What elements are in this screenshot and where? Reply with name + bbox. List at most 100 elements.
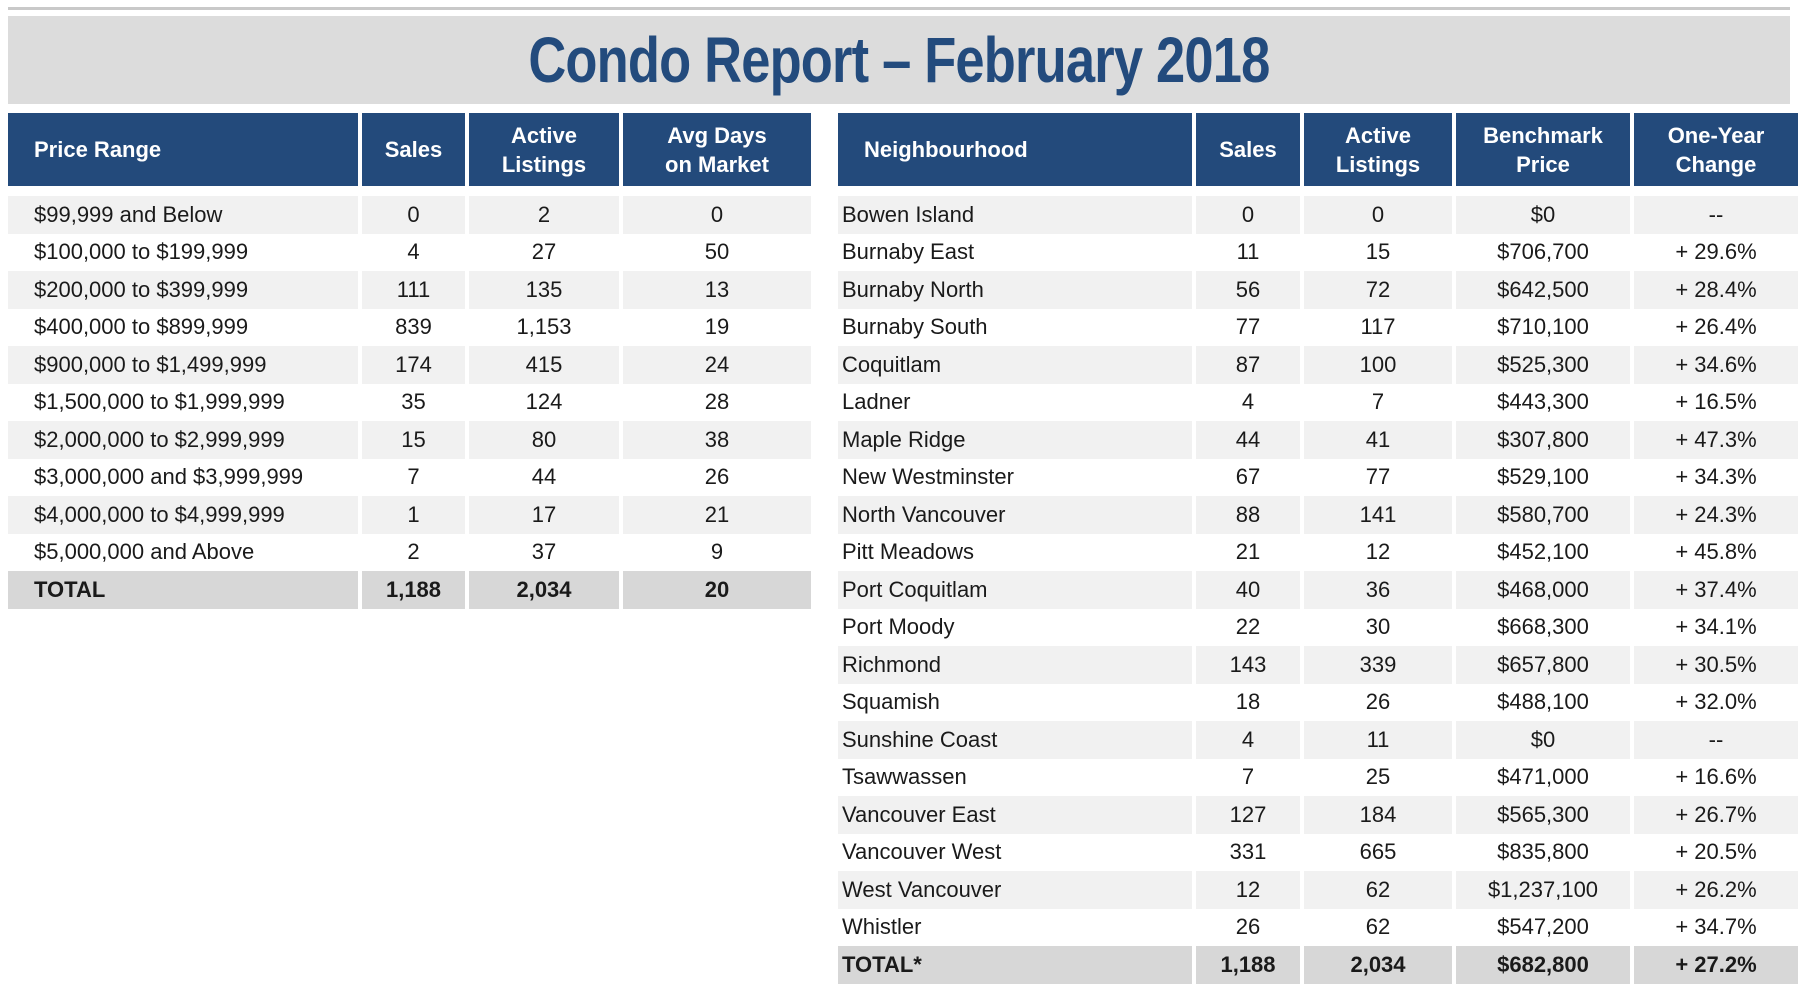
total-sales-cell: 1,188 xyxy=(362,571,469,609)
active-listings-cell: 141 xyxy=(1304,496,1456,534)
sales-cell: 22 xyxy=(1196,608,1304,646)
one-year-change-cell: + 20.5% xyxy=(1634,833,1798,871)
active-listings-cell: 25 xyxy=(1304,758,1456,796)
active-listings-cell: 17 xyxy=(469,496,623,534)
one-year-change-cell: -- xyxy=(1634,196,1798,234)
neighbourhood-cell: Port Coquitlam xyxy=(838,571,1196,609)
benchmark-price-cell: $525,300 xyxy=(1456,346,1634,384)
table-row: Richmond 143 339 $657,800 + 30.5% xyxy=(838,646,1798,684)
sales-cell: 40 xyxy=(1196,571,1304,609)
header-sales: Sales xyxy=(362,113,469,186)
benchmark-price-cell: $835,800 xyxy=(1456,833,1634,871)
active-listings-cell: 12 xyxy=(1304,533,1456,571)
neighbourhood-cell: Richmond xyxy=(838,646,1196,684)
avg-days-cell: 9 xyxy=(623,533,811,571)
benchmark-price-cell: $547,200 xyxy=(1456,908,1634,946)
one-year-change-cell: + 26.2% xyxy=(1634,871,1798,909)
one-year-change-cell: + 34.7% xyxy=(1634,908,1798,946)
one-year-change-cell: + 16.6% xyxy=(1634,758,1798,796)
neighbourhood-cell: Whistler xyxy=(838,908,1196,946)
table-row: $2,000,000 to $2,999,999 15 80 38 xyxy=(8,421,811,459)
neighbourhood-cell: New Westminster xyxy=(838,458,1196,496)
sales-cell: 111 xyxy=(362,271,469,309)
total-row: TOTAL 1,188 2,034 20 xyxy=(8,571,811,609)
one-year-change-cell: + 28.4% xyxy=(1634,271,1798,309)
sales-cell: 143 xyxy=(1196,646,1304,684)
header-sales: Sales xyxy=(1196,113,1304,186)
active-listings-cell: 44 xyxy=(469,458,623,496)
table-row: Burnaby North 56 72 $642,500 + 28.4% xyxy=(838,271,1798,309)
one-year-change-cell: + 16.5% xyxy=(1634,383,1798,421)
sales-cell: 56 xyxy=(1196,271,1304,309)
sales-cell: 15 xyxy=(362,421,469,459)
avg-days-cell: 0 xyxy=(623,196,811,234)
sales-cell: 0 xyxy=(1196,196,1304,234)
table-row: Ladner 4 7 $443,300 + 16.5% xyxy=(838,383,1798,421)
table-header-row: Price Range Sales Active Listings Avg Day… xyxy=(8,113,811,186)
one-year-change-cell: + 32.0% xyxy=(1634,683,1798,721)
neighbourhood-cell: North Vancouver xyxy=(838,496,1196,534)
table-row: Burnaby South 77 117 $710,100 + 26.4% xyxy=(838,308,1798,346)
active-listings-cell: 7 xyxy=(1304,383,1456,421)
benchmark-price-cell: $443,300 xyxy=(1456,383,1634,421)
total-one-year-change-cell: + 27.2% xyxy=(1634,946,1798,984)
one-year-change-cell: + 45.8% xyxy=(1634,533,1798,571)
price-range-cell: $5,000,000 and Above xyxy=(8,533,362,571)
active-listings-cell: 0 xyxy=(1304,196,1456,234)
active-listings-cell: 2 xyxy=(469,196,623,234)
sales-cell: 26 xyxy=(1196,908,1304,946)
neighbourhood-cell: Squamish xyxy=(838,683,1196,721)
active-listings-cell: 26 xyxy=(1304,683,1456,721)
sales-cell: 0 xyxy=(362,196,469,234)
avg-days-cell: 21 xyxy=(623,496,811,534)
header-active-listings: Active Listings xyxy=(469,113,623,186)
sales-cell: 4 xyxy=(362,233,469,271)
table-row: Bowen Island 0 0 $0 -- xyxy=(838,196,1798,234)
total-price-range-cell: TOTAL xyxy=(8,571,362,609)
table-row: $900,000 to $1,499,999 174 415 24 xyxy=(8,346,811,384)
table-row: Sunshine Coast 4 11 $0 -- xyxy=(838,721,1798,759)
table-row: New Westminster 67 77 $529,100 + 34.3% xyxy=(838,458,1798,496)
sales-cell: 2 xyxy=(362,533,469,571)
price-range-cell: $1,500,000 to $1,999,999 xyxy=(8,383,362,421)
report-title: Condo Report – February 2018 xyxy=(528,24,1270,96)
active-listings-cell: 117 xyxy=(1304,308,1456,346)
table-row: Burnaby East 11 15 $706,700 + 29.6% xyxy=(838,233,1798,271)
benchmark-price-cell: $0 xyxy=(1456,196,1634,234)
one-year-change-cell: + 34.3% xyxy=(1634,458,1798,496)
table-row: Coquitlam 87 100 $525,300 + 34.6% xyxy=(838,346,1798,384)
header-neighbourhood: Neighbourhood xyxy=(838,113,1196,186)
active-listings-cell: 30 xyxy=(1304,608,1456,646)
header-avg-days-on-market: Avg Days on Market xyxy=(623,113,811,186)
benchmark-price-cell: $529,100 xyxy=(1456,458,1634,496)
price-range-cell: $3,000,000 and $3,999,999 xyxy=(8,458,362,496)
table-row: West Vancouver 12 62 $1,237,100 + 26.2% xyxy=(838,871,1798,909)
sales-cell: 331 xyxy=(1196,833,1304,871)
neighbourhood-cell: Vancouver West xyxy=(838,833,1196,871)
price-range-cell: $2,000,000 to $2,999,999 xyxy=(8,421,362,459)
benchmark-price-cell: $471,000 xyxy=(1456,758,1634,796)
neighbourhood-cell: Pitt Meadows xyxy=(838,533,1196,571)
active-listings-cell: 11 xyxy=(1304,721,1456,759)
neighbourhood-cell: Coquitlam xyxy=(838,346,1196,384)
sales-cell: 839 xyxy=(362,308,469,346)
active-listings-cell: 36 xyxy=(1304,571,1456,609)
neighbourhood-table: Neighbourhood Sales Active Listings Bench… xyxy=(838,113,1798,984)
neighbourhood-cell: Burnaby North xyxy=(838,271,1196,309)
total-active-listings-cell: 2,034 xyxy=(469,571,623,609)
active-listings-cell: 27 xyxy=(469,233,623,271)
one-year-change-cell: + 26.7% xyxy=(1634,796,1798,834)
avg-days-cell: 24 xyxy=(623,346,811,384)
one-year-change-cell: + 24.3% xyxy=(1634,496,1798,534)
active-listings-cell: 62 xyxy=(1304,871,1456,909)
total-row: TOTAL* 1,188 2,034 $682,800 + 27.2% xyxy=(838,946,1798,984)
benchmark-price-cell: $307,800 xyxy=(1456,421,1634,459)
active-listings-cell: 37 xyxy=(469,533,623,571)
neighbourhood-cell: Port Moody xyxy=(838,608,1196,646)
avg-days-cell: 13 xyxy=(623,271,811,309)
sales-cell: 35 xyxy=(362,383,469,421)
avg-days-cell: 19 xyxy=(623,308,811,346)
table-row: $3,000,000 and $3,999,999 7 44 26 xyxy=(8,458,811,496)
table-row: $5,000,000 and Above 2 37 9 xyxy=(8,533,811,571)
neighbourhood-cell: Vancouver East xyxy=(838,796,1196,834)
